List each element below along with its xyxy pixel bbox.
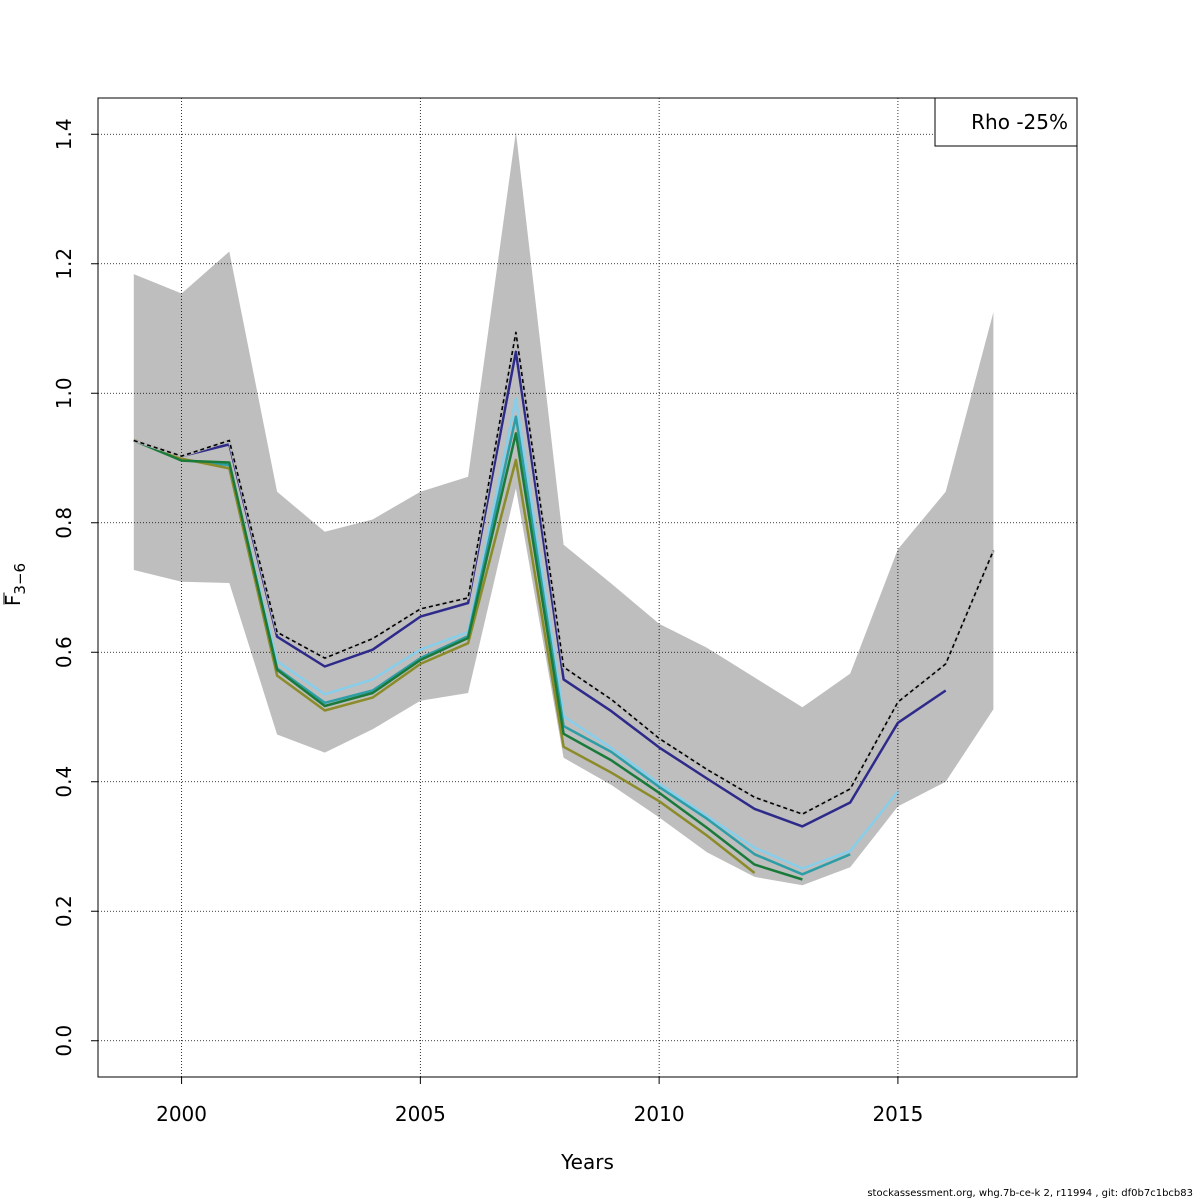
y-axis-title: F3−6: [1, 563, 29, 606]
legend-box: [934, 97, 1078, 147]
series-layer: [133, 330, 995, 881]
y-tick-label: 0.4: [52, 766, 76, 798]
x-tick-label: 2015: [872, 1102, 923, 1126]
svg-text:F3−6: F3−6: [1, 563, 29, 606]
y-tick-label: 1.2: [52, 248, 76, 280]
confidence-band: [133, 131, 994, 886]
y-axis-title-main: F: [1, 595, 25, 607]
legend: Rho -25%: [934, 97, 1078, 147]
legend-text: Rho -25%: [971, 110, 1068, 134]
x-tick-label: 2000: [156, 1102, 207, 1126]
x-tick-label: 2005: [395, 1102, 446, 1126]
series-line-halo: [133, 330, 995, 816]
x-tick-label: 2010: [634, 1102, 685, 1126]
y-tick-label: 0.0: [52, 1025, 76, 1057]
y-tick-label: 1.4: [52, 118, 76, 150]
y-tick-label: 0.2: [52, 895, 76, 927]
x-axis-title: Years: [560, 1150, 614, 1174]
confidence-band-layer: [133, 131, 994, 886]
series-line: [133, 432, 803, 881]
y-axis-title-subscript: 3−6: [11, 563, 29, 595]
grid-layer: [98, 98, 1077, 1077]
y-tick-label: 1.0: [52, 377, 76, 409]
y-tick-label: 0.6: [52, 636, 76, 668]
y-tick-label: 0.8: [52, 507, 76, 539]
footer-note: stockassessment.org, whg.7b-ce-k 2, r119…: [867, 1188, 1193, 1199]
plot-frame: [97, 97, 1078, 1078]
series-line: [133, 438, 756, 874]
axis-layer: 2000 2005 2010 2015 0.0 0.2 0.4 0.6 0.8 1.0 1.2 1.4: [52, 118, 923, 1126]
